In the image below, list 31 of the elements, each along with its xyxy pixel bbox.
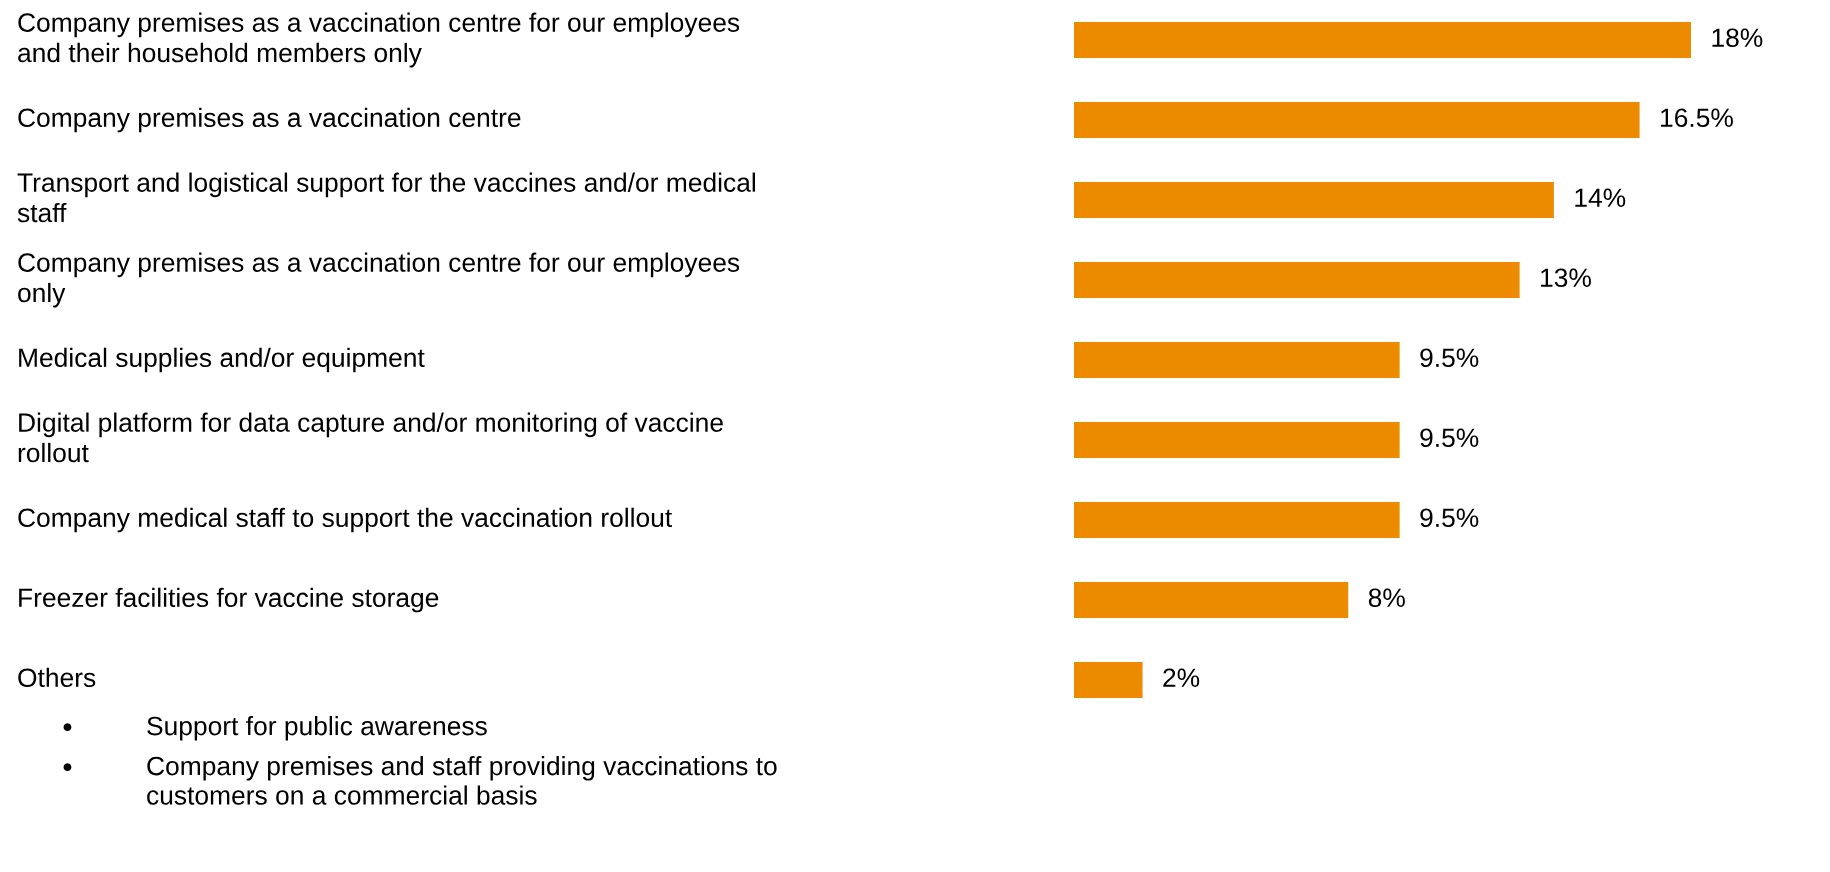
bar: [1074, 102, 1640, 138]
bar: [1074, 502, 1400, 538]
data-label: 18%: [1712, 28, 1763, 48]
y-tick-label: Company premises as a vaccination centre for our employees only: [18, 252, 740, 308]
text: Company premises and staff providing vaccinations to customers on a commercial basis: [147, 756, 777, 805]
text: Support for public awareness: [147, 716, 487, 741]
bar: [1074, 662, 1143, 698]
data-label: 2%: [1163, 668, 1200, 687]
text: ●: [63, 763, 72, 772]
bar: [1074, 182, 1554, 218]
data-label: 16.5%: [1661, 108, 1733, 128]
data-label: 9.5%: [1420, 508, 1479, 528]
text: ●: [63, 723, 72, 732]
bar: [1074, 262, 1520, 298]
data-label: 14%: [1575, 188, 1626, 207]
y-tick-label: Others: [18, 667, 96, 688]
y-tick-label: Digital platform for data capture and/or monitoring of vaccine rollout: [18, 412, 723, 463]
y-tick-label: Medical supplies and/or equipment: [19, 347, 425, 373]
y-tick-label: Company premises as a vaccination centre for our employees and their household members only: [18, 12, 740, 68]
data-label: 9.5%: [1420, 428, 1479, 448]
y-tick-label: Company premises as a vaccination centre: [18, 107, 521, 133]
data-label: 13%: [1541, 268, 1591, 288]
data-label: 8%: [1368, 588, 1405, 608]
bar: [1074, 582, 1349, 618]
bar: [1074, 22, 1691, 58]
y-tick-label: Company medical staff to support the vaccination rollout: [18, 507, 673, 533]
y-tick-label: Freezer facilities for vaccine storage: [19, 587, 439, 613]
bar: [1074, 342, 1400, 378]
bar: [1074, 422, 1400, 458]
data-label: 9.5%: [1420, 348, 1479, 368]
y-tick-label: Transport and logistical support for the vaccines and/or medical staff: [17, 172, 755, 223]
